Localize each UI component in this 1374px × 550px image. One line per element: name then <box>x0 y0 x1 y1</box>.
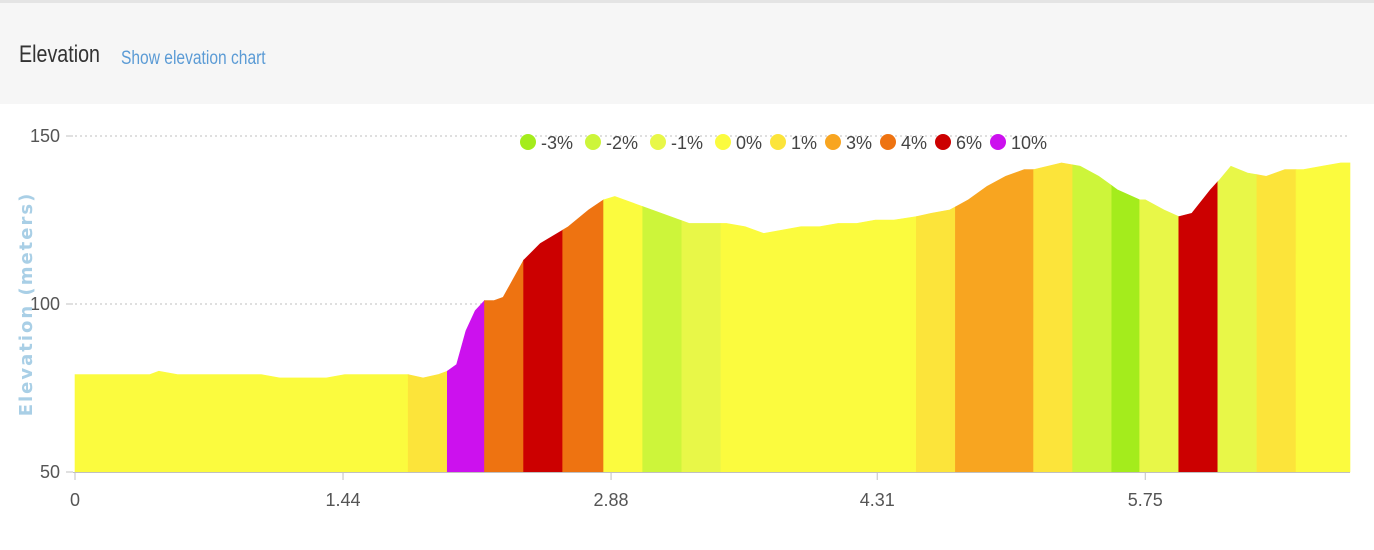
grade-segment-2 <box>446 299 485 473</box>
y-tick-label-2: 150 <box>30 126 60 146</box>
grade-segment-14 <box>1111 185 1141 473</box>
x-tick-label-0: 0 <box>70 490 80 510</box>
y-axis-title: Elevation (meters) <box>16 192 37 417</box>
legend-label-4: 1% <box>791 133 817 153</box>
grade-segment-3 <box>484 259 524 473</box>
legend-label-2: -1% <box>671 133 703 153</box>
x-tick-label-4: 5.75 <box>1128 490 1163 510</box>
legend-label-7: 6% <box>956 133 982 153</box>
grade-segment-7 <box>642 206 683 473</box>
elevation-header: Elevation Show elevation chart <box>0 0 1374 104</box>
legend-swatch-6 <box>880 134 896 150</box>
x-tick-label-1: 1.44 <box>326 490 361 510</box>
x-tick-label-2: 2.88 <box>594 490 629 510</box>
grade-segment-17 <box>1217 165 1258 473</box>
grade-segment-6 <box>603 196 644 473</box>
legend-label-5: 3% <box>846 133 872 153</box>
grade-segment-9 <box>720 216 917 473</box>
legend-swatch-2 <box>650 134 666 150</box>
grade-segment-5 <box>562 199 604 473</box>
show-elevation-chart-link[interactable]: Show elevation chart <box>121 48 266 69</box>
legend-label-8: 10% <box>1011 133 1047 153</box>
grade-segment-15 <box>1139 199 1180 473</box>
elevation-chart: 0 1.44 2.88 4.31 5.75 50 100 150 Elevation (mete… <box>0 104 1374 550</box>
legend-label-6: 4% <box>901 133 927 153</box>
grade-segment-1 <box>407 370 448 473</box>
legend-label-0: -3% <box>541 133 573 153</box>
grade-segment-10 <box>915 206 956 473</box>
legend-swatch-8 <box>990 134 1006 150</box>
legend-swatch-4 <box>770 134 786 150</box>
y-tick-label-0: 50 <box>40 462 60 482</box>
legend-swatch-0 <box>520 134 536 150</box>
legend-swatch-5 <box>825 134 841 150</box>
x-tick-label-3: 4.31 <box>860 490 895 510</box>
grade-segment-18 <box>1256 169 1297 473</box>
grade-segment-0 <box>74 370 409 473</box>
grade-segment-11 <box>955 169 1034 473</box>
y-tick-label-1: 100 <box>30 294 60 314</box>
legend-swatch-7 <box>935 134 951 150</box>
section-title: Elevation <box>19 41 100 68</box>
grade-segment-16 <box>1178 180 1219 473</box>
grade-segment-8 <box>681 220 722 473</box>
grade-segment-13 <box>1072 164 1113 473</box>
grade-segment-4 <box>523 229 564 473</box>
legend-label-1: -2% <box>606 133 638 153</box>
legend-swatch-1 <box>585 134 601 150</box>
elevation-chart-svg: 0 1.44 2.88 4.31 5.75 50 100 150 Elevation (mete… <box>16 126 1351 510</box>
grade-segment-19 <box>1295 162 1351 473</box>
legend-label-3: 0% <box>736 133 762 153</box>
legend-swatch-3 <box>715 134 731 150</box>
grade-segment-12 <box>1033 162 1074 473</box>
